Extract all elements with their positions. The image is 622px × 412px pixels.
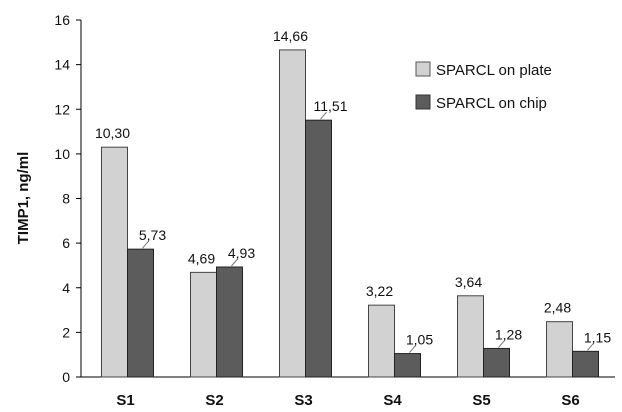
bar-chip-s5	[483, 347, 510, 378]
x-category-label: S2	[205, 392, 223, 409]
x-category-label: S1	[116, 392, 134, 409]
y-tick-label: 4	[62, 280, 70, 296]
legend-label-chip: SPARCL on chip	[436, 95, 547, 112]
bar-plate-s3	[279, 49, 306, 378]
bar-plate-s2	[190, 271, 217, 378]
y-tick-label: 2	[62, 324, 70, 340]
y-tick-label: 0	[62, 369, 70, 385]
y-tick-label: 16	[54, 12, 70, 28]
data-label-plate-s5: 3,64	[455, 274, 482, 290]
x-category-label: S3	[294, 392, 312, 409]
data-label-chip-s1: 5,73	[139, 227, 166, 243]
y-tick-label: 10	[54, 146, 70, 162]
label-leader-line	[498, 340, 505, 348]
bar-chip-s2	[216, 266, 243, 378]
y-ticks: 0 2 4 6 8 10 12 14 16	[54, 12, 81, 385]
label-leader-line	[320, 111, 327, 120]
x-category-label: S5	[472, 392, 490, 409]
data-label-plate-s1: 10,30	[95, 125, 130, 141]
label-leader-line	[587, 343, 594, 351]
label-leader-line	[231, 258, 238, 267]
bar-plate-s5	[457, 295, 484, 378]
data-labels: 10,30 5,73 4,69 4,93 14,66 11,51 3,22 1,05 3,64 1…	[95, 28, 611, 353]
y-tick-label: 8	[62, 191, 70, 207]
data-label-chip-s4: 1,05	[406, 332, 433, 348]
data-label-chip-s2: 4,93	[228, 245, 255, 261]
legend-swatch-chip	[415, 94, 431, 110]
x-labels: S1 S2 S3 S4 S5 S6	[116, 392, 579, 409]
bar-plate-s4	[368, 304, 395, 378]
label-leader-line	[409, 345, 416, 353]
data-label-plate-s3: 14,66	[273, 28, 308, 44]
legend-label-plate: SPARCL on plate	[436, 62, 552, 79]
y-tick-label: 12	[54, 101, 70, 117]
data-label-chip-s5: 1,28	[495, 326, 522, 342]
y-tick-label: 6	[62, 235, 70, 251]
data-label-chip-s3: 11,51	[314, 98, 348, 114]
bar-plate-s1	[101, 146, 128, 378]
data-label-plate-s4: 3,22	[366, 283, 393, 299]
bars	[101, 49, 599, 378]
data-label-plate-s2: 4,69	[188, 250, 215, 266]
x-category-label: S6	[561, 392, 579, 409]
legend-swatch-plate	[415, 61, 431, 77]
bar-chip-s3	[305, 119, 332, 378]
bar-chip-s1	[127, 248, 154, 378]
y-axis-title: TIMP1, ng/ml	[15, 152, 32, 245]
data-label-chip-s6: 1,15	[584, 329, 611, 345]
data-label-plate-s6: 2,48	[544, 300, 571, 316]
bar-plate-s6	[546, 321, 573, 378]
label-leader-line	[142, 240, 149, 249]
legend: SPARCL on plate SPARCL on chip	[415, 61, 552, 112]
y-tick-label: 14	[54, 57, 70, 73]
x-category-label: S4	[383, 392, 402, 409]
bar-chip-s6	[572, 350, 599, 378]
bar-chip-s4	[394, 353, 421, 378]
